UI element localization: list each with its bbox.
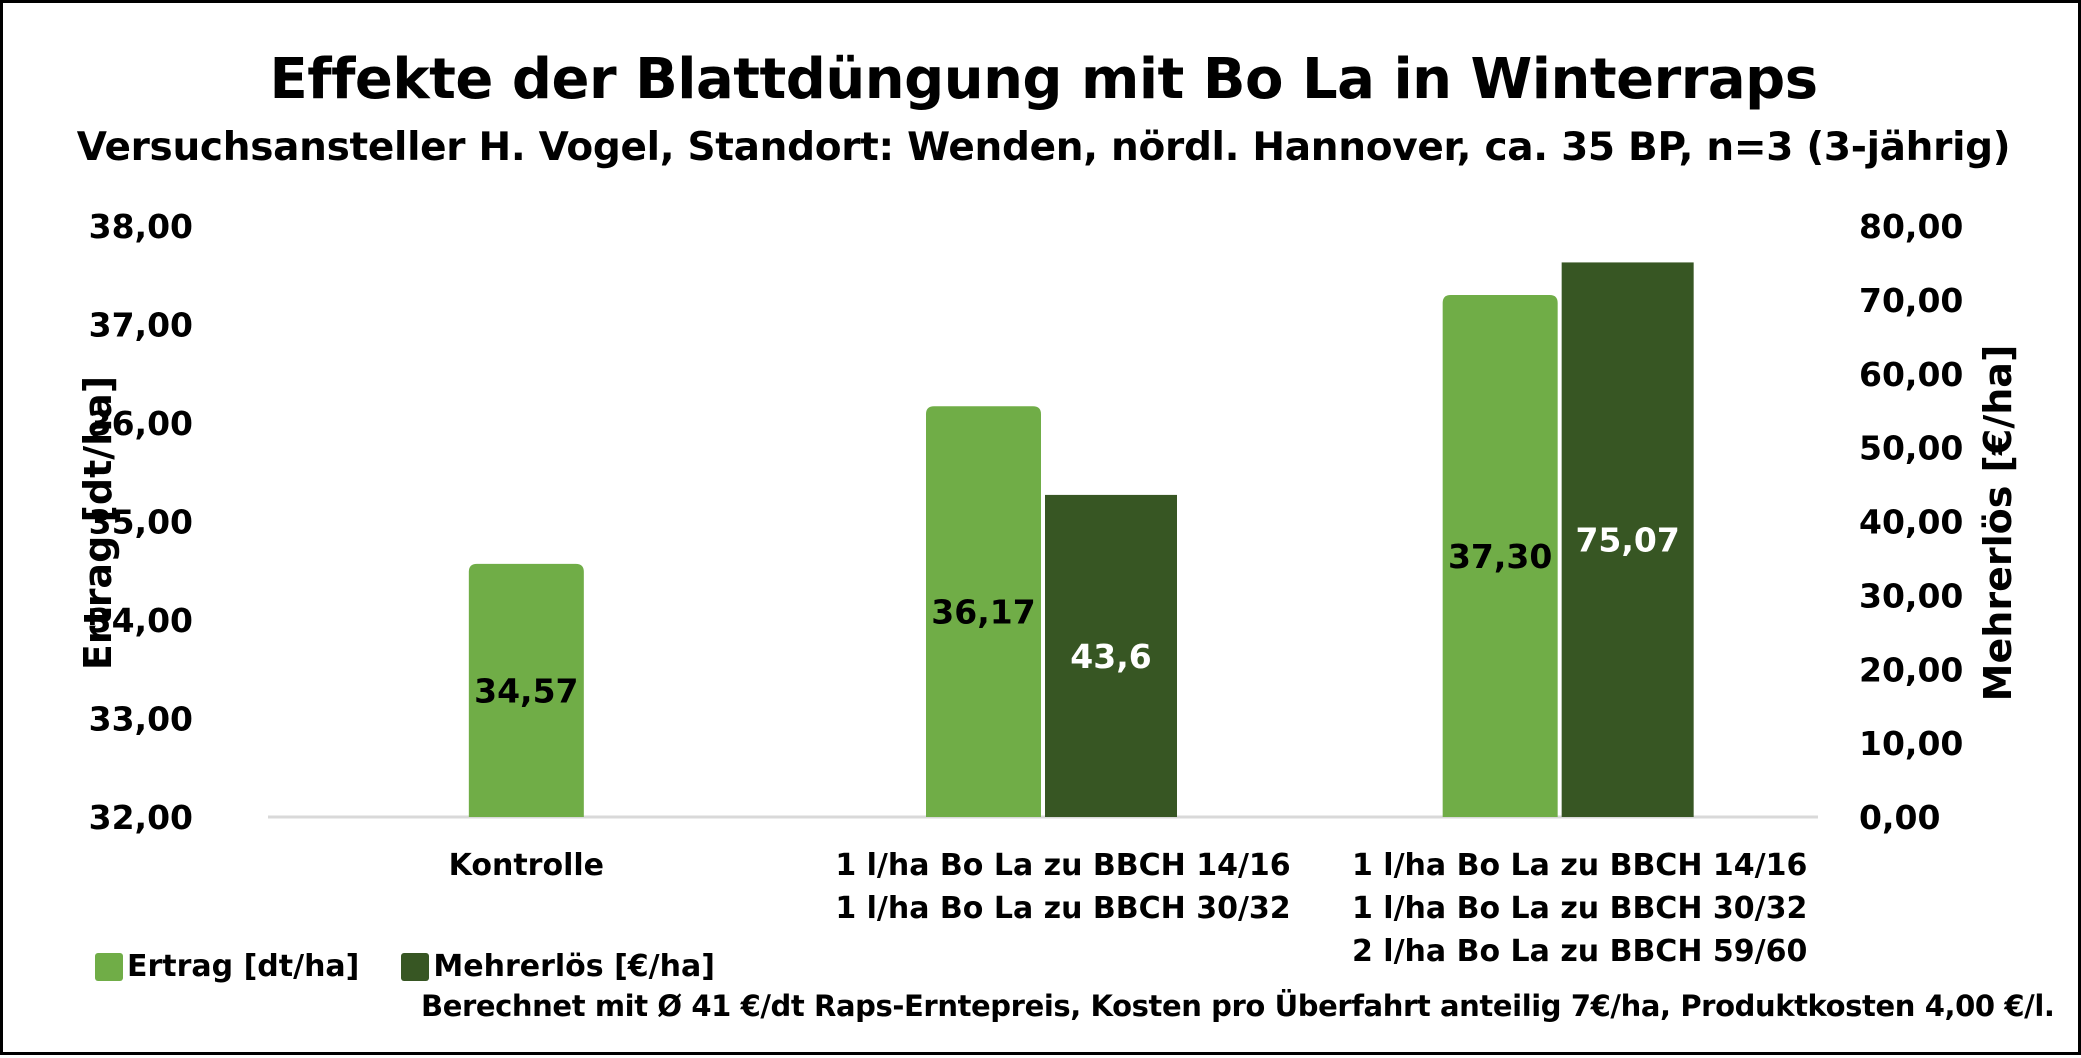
y2-tick-label: 20,00 [1859,650,1963,689]
bar-ertrag [926,406,1041,817]
legend-item-ertrag: Ertrag [dt/ha] [95,949,359,984]
y2-tick-label: 70,00 [1859,281,1963,320]
category-label: Kontrolle [449,848,604,883]
data-label-mehrerloes: 43,6 [1070,637,1151,676]
category-label: 1 l/ha Bo La zu BBCH 14/16 [835,848,1290,883]
chart-title: Effekte der Blattdüngung mit Bo La in Wi… [269,47,1818,112]
category-label: 2 l/ha Bo La zu BBCH 59/60 [1352,934,1807,969]
bar-mehrerloes [1561,262,1694,817]
legend-label-ertrag: Ertrag [dt/ha] [127,949,360,984]
y-tick-label: 35,00 [89,503,193,542]
y2-tick-label: 60,00 [1859,355,1963,394]
bar-ertrag [1442,294,1558,817]
y2-tick-label: 10,00 [1859,724,1963,763]
y-tick-label: 34,00 [89,601,193,640]
y-tick-label: 32,00 [89,798,193,837]
data-label-mehrerloes: 75,07 [1575,521,1679,560]
category-label: 1 l/ha Bo La zu BBCH 30/32 [835,891,1290,926]
y2-tick-label: 40,00 [1859,503,1963,542]
bar-ertrag [468,563,584,817]
chart-subtitle: Versuchsansteller H. Vogel, Standort: We… [76,125,2011,170]
y2-tick-label: 50,00 [1859,429,1963,468]
calculation-note: Berechnet mit Ø 41 €/dt Raps-Erntepreis,… [421,989,2055,1023]
data-label-ertrag: 36,17 [931,593,1035,632]
legend-item-mehrerloes: Mehrerlös [€/ha] [401,949,715,984]
category-label: 1 l/ha Bo La zu BBCH 30/32 [1352,891,1807,926]
y2-axis-title: Mehrerlös [€/ha] [1976,345,2020,702]
data-label-ertrag: 37,30 [1448,537,1552,576]
legend-label-mehrerloes: Mehrerlös [€/ha] [433,949,715,984]
y-tick-label: 33,00 [89,700,193,739]
bar-mehrerloes [1045,494,1177,817]
y2-tick-label: 80,00 [1859,207,1963,246]
y-axis-title: Ertrag [dt/ha] [76,376,120,670]
y2-tick-label: 30,00 [1859,576,1963,615]
legend: Ertrag [dt/ha] Mehrerlös [€/ha] [95,949,757,984]
legend-swatch-mehrerloes [401,952,430,981]
y-tick-label: 38,00 [89,207,193,246]
y-tick-label: 36,00 [89,404,193,443]
bar-chart: 32,00 33,00 34,00 35,00 36,00 37,00 38,00 0,00 1… [76,207,2020,969]
y-tick-label: 37,00 [89,306,193,345]
y2-tick-label: 0,00 [1859,798,1940,837]
category-label: 1 l/ha Bo La zu BBCH 14/16 [1352,848,1807,883]
legend-swatch-ertrag [95,952,123,981]
data-label-ertrag: 34,57 [474,671,578,710]
